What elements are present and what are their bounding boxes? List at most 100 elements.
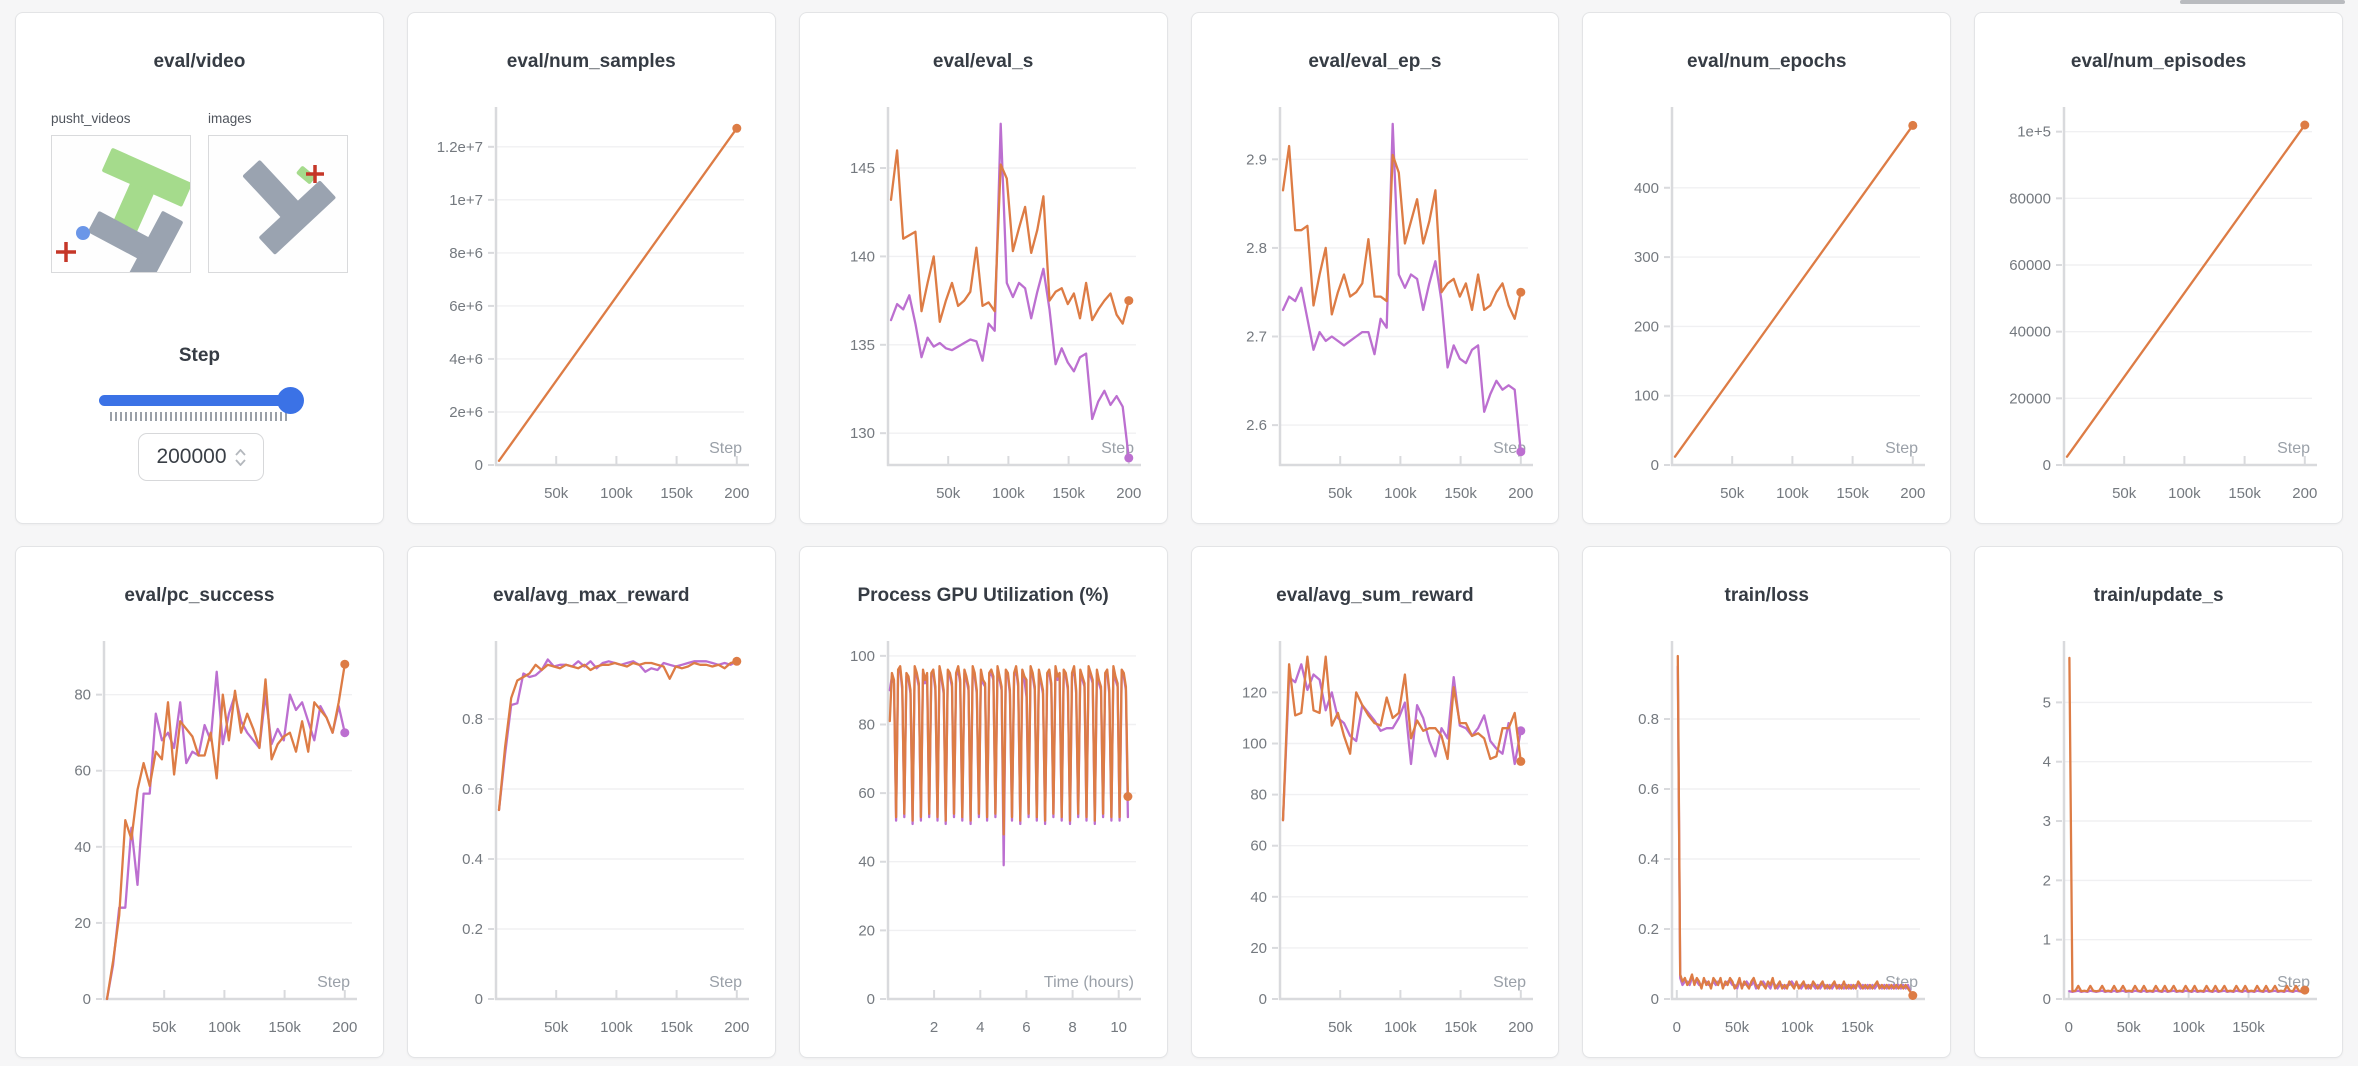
svg-text:200: 200: [1900, 485, 1925, 502]
slider-track[interactable]: [99, 387, 304, 414]
panel-eval-eval-s: eval/eval_s 130 135 140 145 50k 100k 150k 200 St…: [798, 12, 1168, 524]
stepper-up-icon[interactable]: [234, 448, 246, 456]
svg-text:200: 200: [725, 1019, 750, 1036]
svg-text:100k: 100k: [600, 1019, 633, 1036]
step-slider[interactable]: [99, 387, 304, 421]
svg-text:200: 200: [1508, 1019, 1533, 1036]
svg-text:Step: Step: [1101, 440, 1134, 457]
svg-text:20: 20: [75, 915, 92, 932]
svg-text:6: 6: [1022, 1019, 1030, 1036]
svg-text:150k: 150k: [2232, 1019, 2265, 1036]
panel-process-gpu-utilization: Process GPU Utilization (%) 0 20 40 60 80 100…: [798, 546, 1168, 1058]
line-chart[interactable]: 0 20 40 60 80 50k 100k 150k 200 Step: [26, 631, 372, 1058]
panel-title: train/update_s: [2093, 585, 2224, 606]
svg-text:100k: 100k: [209, 1019, 242, 1036]
svg-text:40: 40: [75, 839, 92, 856]
line-chart[interactable]: 0 20 40 60 80 100 2 4 6 8 10 Time (hours): [810, 631, 1156, 1058]
svg-text:1e+5: 1e+5: [2017, 124, 2051, 141]
step-value-input[interactable]: 200000: [138, 433, 264, 481]
line-chart[interactable]: 0 20 40 60 80 100 120 50k 100k 150k 200 Step: [1202, 631, 1548, 1058]
svg-text:6e+6: 6e+6: [449, 298, 483, 315]
slider-knob[interactable]: [277, 387, 304, 414]
gray-tee-shape: [243, 160, 336, 255]
line-chart[interactable]: 0 20000 40000 60000 80000 1e+5 50k 100k 150k 200 S…: [1986, 97, 2332, 524]
svg-text:2: 2: [2042, 872, 2050, 889]
svg-text:50k: 50k: [1720, 485, 1745, 502]
svg-text:2.9: 2.9: [1246, 151, 1267, 168]
svg-text:4e+6: 4e+6: [449, 351, 483, 368]
line-chart[interactable]: 130 135 140 145 50k 100k 150k 200 Step: [810, 97, 1156, 524]
agent-dot: [76, 226, 90, 240]
panel-title: eval/avg_max_reward: [493, 585, 690, 606]
line-chart[interactable]: 0 100 200 300 400 50k 100k 150k 200 Step: [1594, 97, 1940, 524]
svg-text:135: 135: [850, 337, 875, 354]
panel-title: eval/eval_ep_s: [1308, 51, 1442, 72]
svg-text:100k: 100k: [1776, 485, 1809, 502]
image-thumbnail[interactable]: [208, 135, 348, 273]
media-label-images: images: [208, 111, 252, 126]
svg-text:Step: Step: [709, 974, 742, 991]
svg-text:120: 120: [1242, 684, 1267, 701]
panel-title: Process GPU Utilization (%): [857, 585, 1109, 606]
svg-text:3: 3: [2042, 813, 2050, 830]
svg-text:140: 140: [850, 248, 875, 265]
svg-text:0: 0: [2042, 991, 2050, 1008]
svg-text:0: 0: [1672, 1019, 1680, 1036]
slider-tick-marks: [110, 412, 290, 421]
svg-text:150k: 150k: [1052, 485, 1085, 502]
svg-text:300: 300: [1634, 249, 1659, 266]
svg-text:100k: 100k: [1384, 485, 1417, 502]
target-cross-icon: [56, 242, 76, 262]
svg-text:100k: 100k: [600, 485, 633, 502]
svg-text:0.8: 0.8: [462, 711, 483, 728]
svg-text:0: 0: [2064, 1019, 2072, 1036]
svg-text:Step: Step: [1885, 440, 1918, 457]
svg-text:200: 200: [1634, 318, 1659, 335]
svg-text:150k: 150k: [1444, 485, 1477, 502]
svg-text:0.2: 0.2: [462, 921, 483, 938]
svg-text:20000: 20000: [2009, 390, 2051, 407]
line-chart[interactable]: 0 2e+6 4e+6 6e+6 8e+6 1e+7 1.2e+7 50k 100k 150k 20…: [418, 97, 764, 524]
svg-text:150k: 150k: [2228, 485, 2261, 502]
svg-text:50k: 50k: [2112, 485, 2137, 502]
images-scene: [243, 160, 336, 255]
svg-text:0.6: 0.6: [462, 781, 483, 798]
svg-text:50k: 50k: [1328, 485, 1353, 502]
panel-eval-video: eval/video pusht_videos images: [15, 12, 384, 524]
svg-text:8: 8: [1069, 1019, 1077, 1036]
video-thumbnail-pusht[interactable]: [51, 135, 192, 296]
svg-text:50k: 50k: [544, 485, 569, 502]
svg-text:0.4: 0.4: [1638, 851, 1659, 868]
svg-text:200: 200: [1508, 485, 1533, 502]
svg-text:0.2: 0.2: [1638, 921, 1659, 938]
svg-text:200: 200: [2292, 485, 2317, 502]
panel-eval-avg-max-reward: eval/avg_max_reward 0 0.2 0.4 0.6 0.8 50k 100k…: [406, 546, 776, 1058]
svg-text:100k: 100k: [992, 485, 1025, 502]
stepper-down-icon[interactable]: [234, 458, 246, 466]
panel-title: eval/avg_sum_reward: [1276, 585, 1474, 606]
svg-text:20: 20: [858, 922, 875, 939]
svg-text:Step: Step: [2277, 440, 2310, 457]
svg-text:1.2e+7: 1.2e+7: [437, 139, 483, 156]
svg-text:2.8: 2.8: [1246, 240, 1267, 257]
scrollbar-horizontal[interactable]: [2180, 0, 2345, 4]
svg-text:2.6: 2.6: [1246, 417, 1267, 434]
svg-text:50k: 50k: [153, 1019, 178, 1036]
svg-text:60: 60: [1250, 838, 1267, 855]
panel-title: eval/num_samples: [506, 51, 676, 72]
svg-text:1e+7: 1e+7: [449, 192, 483, 209]
svg-text:50k: 50k: [1328, 1019, 1353, 1036]
svg-text:100: 100: [1634, 388, 1659, 405]
svg-text:50k: 50k: [1725, 1019, 1750, 1036]
panel-eval-avg-sum-reward: eval/avg_sum_reward 0 20 40 60 80 100 120 50k 10…: [1190, 546, 1560, 1058]
svg-text:8e+6: 8e+6: [449, 245, 483, 262]
svg-text:2.7: 2.7: [1246, 329, 1267, 346]
panel-eval-num-samples: eval/num_samples 0 2e+6 4e+6 6e+6 8e+6 1e+7 1.…: [406, 12, 776, 524]
svg-text:0: 0: [475, 991, 483, 1008]
line-chart[interactable]: 0 0.2 0.4 0.6 0.8 50k 100k 150k 200 Step: [418, 631, 764, 1058]
panel-eval-num-epochs: eval/num_epochs 0 100 200 300 400 50k 100k 150k…: [1582, 12, 1952, 524]
